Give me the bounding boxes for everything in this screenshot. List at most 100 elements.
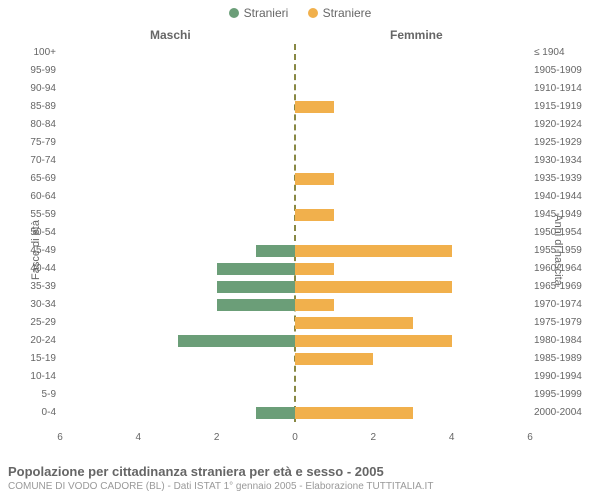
legend-item-male: Stranieri [229,6,289,20]
x-tick: 6 [527,432,533,443]
age-row: 100+≤ 1904 [60,44,530,62]
birth-year-label: 1955-1959 [534,242,596,260]
age-label: 20-24 [2,332,56,350]
birth-year-label: 1935-1939 [534,170,596,188]
age-row: 35-391965-1969 [60,278,530,296]
x-axis: 6 4 2 0 2 4 6 [60,432,530,448]
legend-dot-female [308,8,318,18]
bar-male [178,335,296,347]
birth-year-label: 1930-1934 [534,152,596,170]
bar-male [217,263,295,275]
age-row: 90-941910-1914 [60,80,530,98]
age-label: 60-64 [2,188,56,206]
bar-male [217,281,295,293]
age-label: 50-54 [2,224,56,242]
birth-year-label: 1960-1964 [534,260,596,278]
age-label: 80-84 [2,116,56,134]
age-row: 0-42000-2004 [60,404,530,422]
birth-year-label: 1920-1924 [534,116,596,134]
age-label: 25-29 [2,314,56,332]
legend-item-female: Straniere [308,6,372,20]
birth-year-label: 1990-1994 [534,368,596,386]
age-row: 25-291975-1979 [60,314,530,332]
bar-female [295,209,334,221]
age-label: 95-99 [2,62,56,80]
birth-year-label: 1905-1909 [534,62,596,80]
bar-female [295,335,452,347]
age-label: 35-39 [2,278,56,296]
age-row: 5-91995-1999 [60,386,530,404]
legend-dot-male [229,8,239,18]
bar-female [295,101,334,113]
age-row: 65-691935-1939 [60,170,530,188]
bar-female [295,353,373,365]
age-label: 70-74 [2,152,56,170]
birth-year-label: 2000-2004 [534,404,596,422]
age-label: 85-89 [2,98,56,116]
birth-year-label: 1975-1979 [534,314,596,332]
population-pyramid-chart: Stranieri Straniere Maschi Femmine Fasce… [0,0,600,500]
age-row: 15-191985-1989 [60,350,530,368]
bar-male [217,299,295,311]
chart-rows: 100+≤ 190495-991905-190990-941910-191485… [60,44,530,422]
x-tick: 6 [57,432,63,443]
legend: Stranieri Straniere [0,6,600,21]
chart-footer: Popolazione per cittadinanza straniera p… [8,464,592,492]
x-tick: 0 [292,432,298,443]
bar-female [295,173,334,185]
x-tick: 2 [371,432,377,443]
header-male: Maschi [150,28,191,42]
birth-year-label: 1970-1974 [534,296,596,314]
x-tick: 4 [449,432,455,443]
age-row: 55-591945-1949 [60,206,530,224]
legend-label-male: Stranieri [244,6,289,20]
age-row: 30-341970-1974 [60,296,530,314]
birth-year-label: 1945-1949 [534,206,596,224]
x-tick: 4 [136,432,142,443]
birth-year-label: 1950-1954 [534,224,596,242]
age-row: 40-441960-1964 [60,260,530,278]
x-tick: 2 [214,432,220,443]
age-row: 45-491955-1959 [60,242,530,260]
age-row: 20-241980-1984 [60,332,530,350]
age-label: 45-49 [2,242,56,260]
age-label: 0-4 [2,404,56,422]
age-label: 90-94 [2,80,56,98]
birth-year-label: 1980-1984 [534,332,596,350]
birth-year-label: 1965-1969 [534,278,596,296]
birth-year-label: 1915-1919 [534,98,596,116]
age-row: 75-791925-1929 [60,134,530,152]
birth-year-label: 1985-1989 [534,350,596,368]
age-label: 75-79 [2,134,56,152]
age-row: 85-891915-1919 [60,98,530,116]
bar-male [256,407,295,419]
age-row: 10-141990-1994 [60,368,530,386]
bar-female [295,245,452,257]
footer-subtitle: COMUNE DI VODO CADORE (BL) - Dati ISTAT … [8,481,592,492]
age-row: 95-991905-1909 [60,62,530,80]
bar-female [295,317,413,329]
age-row: 80-841920-1924 [60,116,530,134]
age-label: 100+ [2,44,56,62]
header-female: Femmine [390,28,443,42]
age-label: 10-14 [2,368,56,386]
age-label: 15-19 [2,350,56,368]
birth-year-label: ≤ 1904 [534,44,596,62]
bar-male [256,245,295,257]
age-label: 40-44 [2,260,56,278]
age-row: 50-541950-1954 [60,224,530,242]
bar-female [295,299,334,311]
birth-year-label: 1925-1929 [534,134,596,152]
age-label: 55-59 [2,206,56,224]
age-label: 65-69 [2,170,56,188]
bar-female [295,281,452,293]
age-label: 30-34 [2,296,56,314]
bar-female [295,263,334,275]
age-row: 70-741930-1934 [60,152,530,170]
footer-title: Popolazione per cittadinanza straniera p… [8,464,592,479]
age-row: 60-641940-1944 [60,188,530,206]
birth-year-label: 1940-1944 [534,188,596,206]
legend-label-female: Straniere [323,6,372,20]
bar-female [295,407,413,419]
age-label: 5-9 [2,386,56,404]
